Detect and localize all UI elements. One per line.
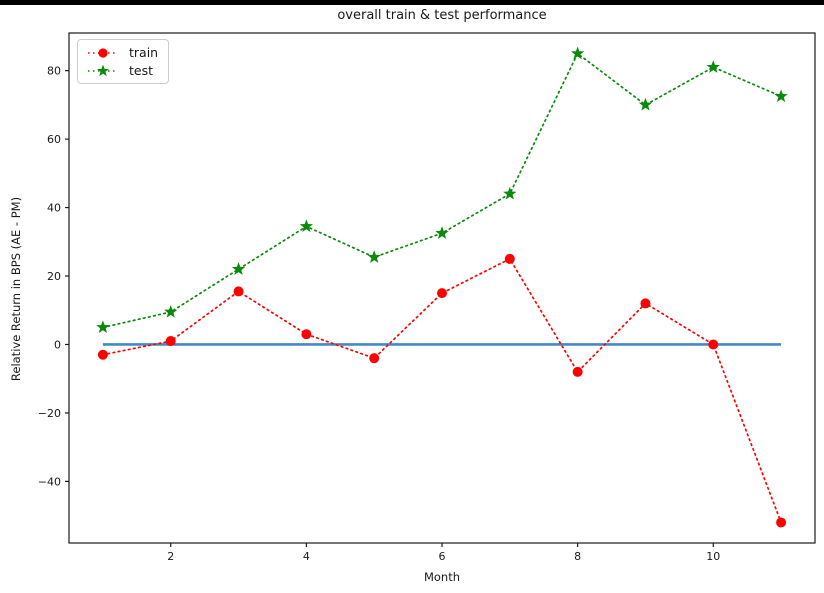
svg-text:6: 6 xyxy=(439,550,446,563)
window-top-edge xyxy=(0,0,824,5)
svg-text:80: 80 xyxy=(47,65,61,78)
svg-text:8: 8 xyxy=(574,550,581,563)
svg-text:20: 20 xyxy=(47,270,61,283)
train-marker-icon xyxy=(88,47,118,58)
legend-label-test: test xyxy=(129,63,154,78)
test-marker-icon xyxy=(88,64,118,76)
svg-text:4: 4 xyxy=(303,550,310,563)
svg-text:−40: −40 xyxy=(38,475,61,488)
legend: train test xyxy=(77,39,170,84)
svg-text:40: 40 xyxy=(47,202,61,215)
svg-text:−20: −20 xyxy=(38,407,61,420)
legend-label-train: train xyxy=(129,45,159,60)
legend-entry-test: test xyxy=(86,63,158,78)
svg-text:10: 10 xyxy=(706,550,720,563)
legend-entry-train: train xyxy=(86,45,158,60)
chart-title: overall train & test performance xyxy=(337,8,547,23)
svg-text:2: 2 xyxy=(167,550,174,563)
x-axis-label: Month xyxy=(423,570,461,584)
svg-text:60: 60 xyxy=(47,133,61,146)
svg-text:0: 0 xyxy=(54,338,61,351)
